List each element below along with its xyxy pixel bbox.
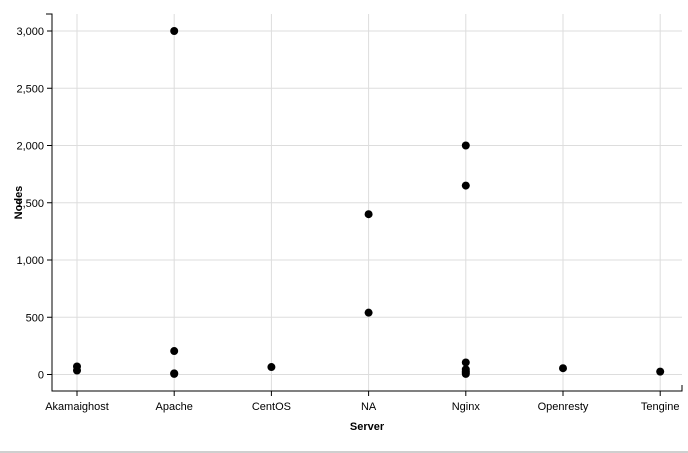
data-point <box>656 367 665 376</box>
data-point <box>267 363 276 372</box>
data-point <box>170 369 179 378</box>
data-point <box>461 181 470 190</box>
y-tick-label: 3,000 <box>16 26 44 38</box>
y-tick-label: 2,500 <box>16 83 44 95</box>
y-axis-title: Nodes <box>13 186 25 220</box>
y-tick-label: 1,000 <box>16 255 44 267</box>
x-tick-label: CentOS <box>252 401 291 413</box>
x-tick-label: Tengine <box>641 401 680 413</box>
y-tick-label: 500 <box>26 312 44 324</box>
x-tick-label: Apache <box>156 401 193 413</box>
bottom-divider <box>0 451 688 453</box>
data-point <box>559 364 567 373</box>
data-point <box>364 210 373 219</box>
data-point <box>461 141 470 150</box>
data-point <box>170 347 179 356</box>
x-tick-label: Akamaighost <box>45 401 109 413</box>
grid-lines <box>52 14 682 391</box>
data-point <box>73 366 81 375</box>
data-points <box>73 27 665 378</box>
y-tick-label: 1,500 <box>16 198 44 210</box>
x-tick-label: Openresty <box>538 401 589 413</box>
data-point <box>461 358 470 367</box>
y-tick-label: 0 <box>38 370 44 382</box>
x-tick-label: Nginx <box>452 401 481 413</box>
data-point <box>170 27 179 35</box>
axis-frame <box>46 13 683 392</box>
x-tick-label: NA <box>361 401 377 413</box>
x-axis-title: Server <box>350 421 385 433</box>
y-tick-label: 2,000 <box>16 141 44 153</box>
axes: 0 500 1,000 1,500 2,000 2,500 3,000 Akamaighost… <box>16 13 683 413</box>
data-point <box>364 308 373 317</box>
data-point <box>461 369 470 378</box>
